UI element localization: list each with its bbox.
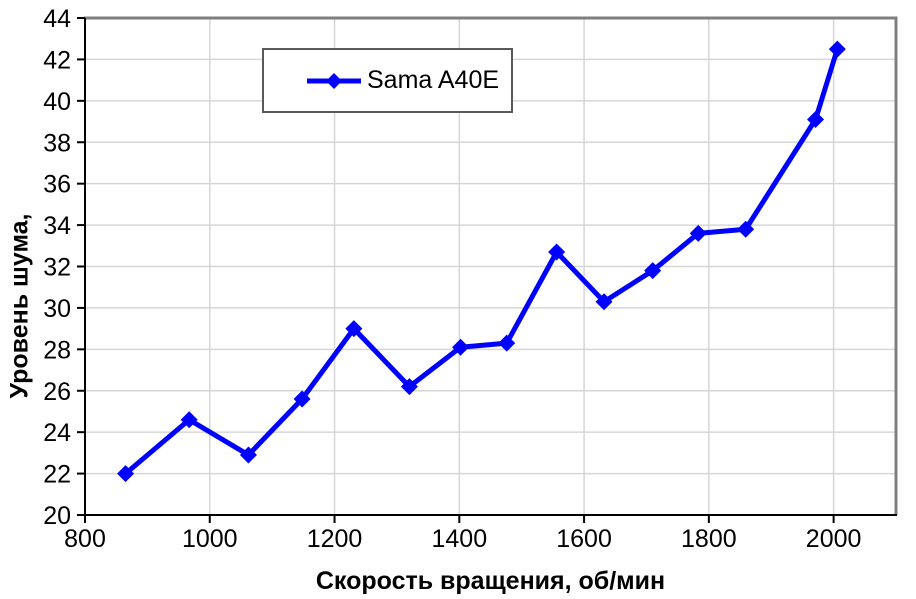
x-tick-label: 800 [64,525,106,553]
x-tick-label: 1800 [681,525,737,553]
data-point-marker [180,411,198,429]
data-point-marker [737,220,755,238]
legend-label: Sama A40E [367,66,500,94]
axis-ticks: 20 22 24 26 28 30 32 34 36 38 40 42 44 800 1000 1200 140… [43,5,861,553]
legend-line-sample [307,72,361,89]
y-tick-label: 30 [43,295,71,323]
x-tick-label: 1200 [307,525,363,553]
series-markers [117,40,846,483]
data-point-marker [689,224,707,242]
data-point-marker [548,243,566,261]
x-tick-label: 1400 [431,525,487,553]
data-point-marker [828,40,846,58]
y-tick-label: 42 [43,46,71,74]
x-tick-label: 2000 [806,525,862,553]
y-tick-label: 20 [43,502,71,530]
data-point-marker [400,378,418,396]
data-point-marker [293,390,311,408]
x-tick-label: 1600 [556,525,612,553]
diamond-marker-icon [326,72,342,89]
y-tick-label: 26 [43,378,71,406]
data-point-marker [345,320,363,338]
x-axis-title: Скорость вращения, об/мин [315,567,666,595]
y-tick-label: 40 [43,88,71,116]
data-point-marker [595,293,613,311]
y-tick-label: 38 [43,129,71,157]
x-tick-label: 1000 [182,525,238,553]
y-tick-label: 44 [43,5,71,33]
data-point-marker [239,446,257,464]
y-tick-label: 22 [43,461,71,489]
data-point-marker [117,465,135,483]
data-point-marker [498,334,516,352]
y-tick-label: 24 [43,419,71,447]
legend: Sama A40E [262,48,513,113]
data-point-marker [644,262,662,280]
y-tick-label: 28 [43,336,71,364]
y-tick-label: 36 [43,171,71,199]
data-point-marker [807,110,825,128]
y-tick-label: 32 [43,254,71,282]
plot-border [84,16,898,515]
y-tick-label: 34 [43,212,71,240]
data-point-marker [452,338,470,356]
y-axis-title: Уровень шума, [5,213,34,399]
